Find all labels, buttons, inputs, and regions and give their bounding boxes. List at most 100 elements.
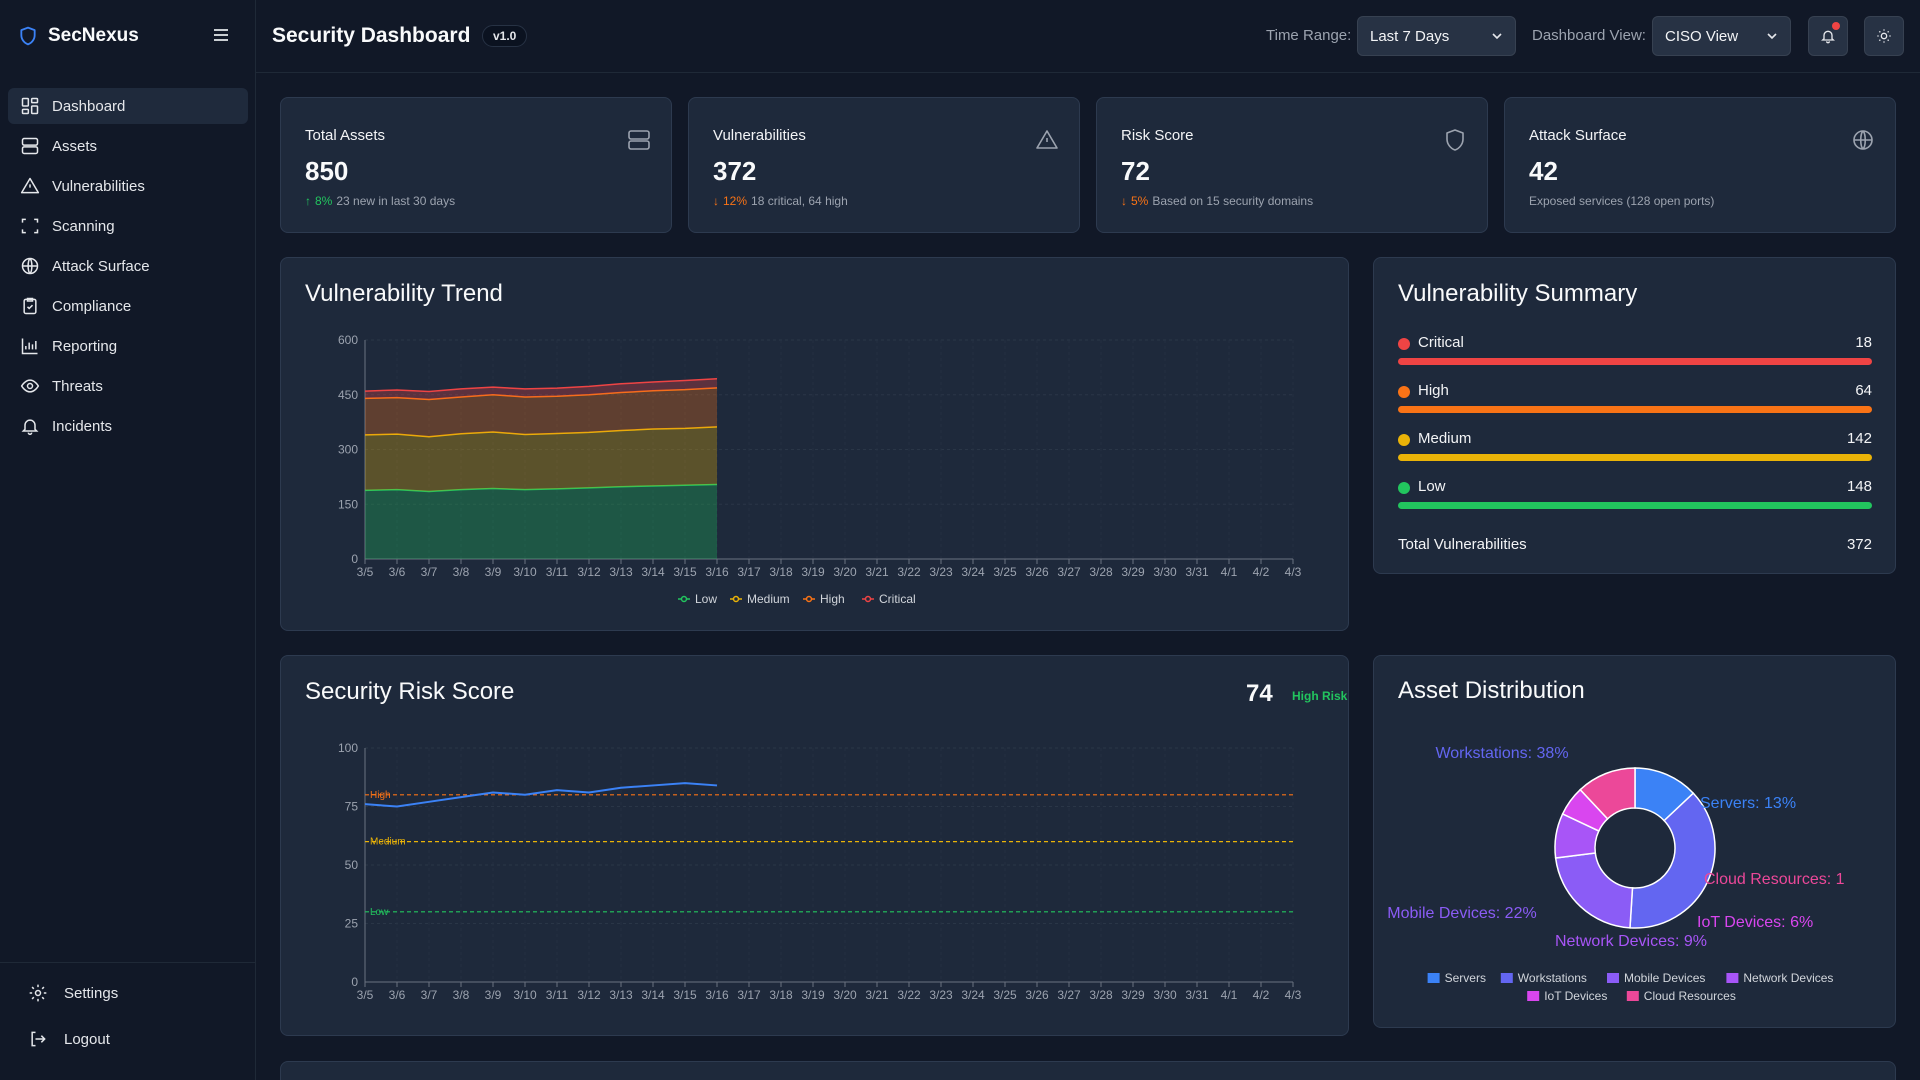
severity-count: 64	[1855, 382, 1872, 399]
x-tick-label: 4/3	[1285, 565, 1302, 579]
x-tick-label: 3/19	[801, 565, 825, 579]
card-title: Vulnerability Summary	[1398, 280, 1638, 307]
x-tick-label: 4/2	[1253, 988, 1270, 1002]
dashboard-view-select[interactable]: CISO View	[1652, 16, 1791, 56]
y-tick-label: 0	[351, 552, 358, 566]
arrow-down-icon: ↓	[713, 194, 719, 208]
arrow-down-icon: ↓	[1121, 194, 1127, 208]
asset-distribution-card: Asset Distribution Servers: 13% Workstati…	[1373, 655, 1896, 1028]
x-tick-label: 3/16	[705, 565, 729, 579]
sidebar-item-label: Threats	[52, 377, 103, 395]
legend-label: Mobile Devices	[1624, 971, 1705, 985]
sidebar-item-attack-surface[interactable]: Attack Surface	[8, 248, 248, 284]
stat-value: 372	[713, 156, 757, 186]
y-tick-label: 600	[338, 333, 358, 347]
x-tick-label: 3/25	[993, 565, 1017, 579]
notifications-button[interactable]	[1808, 16, 1848, 56]
slice-data-label: IoT Devices: 6%	[1697, 914, 1813, 931]
severity-dot	[1398, 482, 1410, 494]
stat-value: 850	[305, 156, 349, 186]
sidebar-item-assets[interactable]: Assets	[8, 128, 248, 164]
sidebar-item-label: Reporting	[52, 337, 118, 355]
x-tick-label: 3/16	[705, 988, 729, 1002]
severity-bar	[1398, 502, 1872, 509]
x-tick-label: 3/6	[389, 565, 406, 579]
stat-subtext: ↓ 12% 18 critical, 64 high	[713, 194, 848, 208]
sidebar-item-label: Attack Surface	[52, 257, 150, 275]
legend-marker-dot	[864, 595, 872, 603]
sidebar-item-threats[interactable]: Threats	[8, 368, 248, 404]
summary-row-low: Low 148	[1398, 476, 1872, 516]
risk-score-line	[364, 782, 718, 808]
logout-label: Logout	[64, 1030, 110, 1048]
card-title: Vulnerability Trend	[305, 280, 503, 307]
top-header: Security Dashboard v1.0 Time Range: Last…	[256, 0, 1920, 73]
settings-link[interactable]: Settings	[0, 977, 256, 1009]
legend-swatch	[1500, 973, 1513, 983]
chevron-down-icon	[1767, 33, 1777, 40]
scan-icon	[21, 218, 39, 234]
sidebar-item-reporting[interactable]: Reporting	[8, 328, 248, 364]
x-tick-label: 3/7	[421, 988, 438, 1002]
legend-marker-dot	[805, 595, 813, 603]
legend-label: Medium	[747, 592, 790, 606]
logout-link[interactable]: Logout	[0, 1023, 256, 1055]
sidebar-item-dashboard[interactable]: Dashboard	[8, 88, 248, 124]
x-tick-label: 3/8	[453, 988, 470, 1002]
y-tick-label: 100	[338, 741, 358, 755]
bell-icon	[1821, 30, 1835, 44]
series-line-low	[364, 483, 718, 493]
gear-icon	[29, 984, 47, 1002]
menu-toggle-button[interactable]	[210, 24, 232, 46]
x-tick-label: 3/6	[389, 988, 406, 1002]
x-tick-label: 3/15	[673, 565, 697, 579]
x-tick-label: 3/28	[1089, 988, 1113, 1002]
stat-value: 42	[1529, 156, 1558, 186]
card-title: Asset Distribution	[1398, 677, 1585, 704]
x-tick-label: 4/1	[1221, 988, 1238, 1002]
sidebar-item-label: Dashboard	[52, 97, 126, 115]
x-tick-label: 3/19	[801, 988, 825, 1002]
x-tick-label: 3/31	[1185, 988, 1209, 1002]
sidebar-item-vulnerabilities[interactable]: Vulnerabilities	[8, 168, 248, 204]
settings-label: Settings	[64, 984, 119, 1002]
sidebar-item-label: Assets	[52, 137, 98, 155]
sidebar-item-scanning[interactable]: Scanning	[8, 208, 248, 244]
x-tick-label: 3/26	[1025, 988, 1049, 1002]
time-range-select[interactable]: Last 7 Days	[1357, 16, 1516, 56]
sidebar-item-incidents[interactable]: Incidents	[8, 408, 248, 444]
dashboard-view-label: Dashboard View:	[1532, 27, 1646, 44]
clipboard-icon	[23, 297, 37, 315]
theme-toggle-button[interactable]	[1864, 16, 1904, 56]
x-tick-label: 3/20	[833, 988, 857, 1002]
bottom-card	[280, 1061, 1896, 1080]
x-tick-label: 3/18	[769, 988, 793, 1002]
threshold-label: Low	[370, 907, 389, 918]
dashboard-view-value: CISO View	[1665, 27, 1739, 45]
stat-subtext: Exposed services (128 open ports)	[1529, 194, 1714, 208]
y-tick-label: 0	[351, 975, 358, 989]
x-tick-label: 3/8	[453, 565, 470, 579]
sidebar: SecNexus Dashboard Assets Vulnerabilitie…	[0, 0, 256, 1080]
stat-trend: 5%	[1131, 194, 1149, 208]
brand[interactable]: SecNexus	[18, 22, 139, 50]
summary-total: Total Vulnerabilities 372	[1398, 536, 1872, 553]
server-icon	[21, 137, 39, 155]
x-tick-label: 3/17	[737, 565, 761, 579]
asset-distribution-chart: Servers: 13% Workstations: 38% Mobile Devi…	[1387, 745, 1844, 1003]
x-tick-label: 3/18	[769, 565, 793, 579]
legend-label: Cloud Resources	[1644, 989, 1736, 1003]
y-tick-label: 150	[338, 497, 358, 511]
severity-dot	[1398, 434, 1410, 446]
stat-value: 72	[1121, 156, 1150, 186]
total-label: Total Vulnerabilities	[1398, 536, 1527, 553]
pie-slice-mobile-devices	[1554, 852, 1634, 929]
stat-card-total-assets: Total Assets 850 ↑ 8% 23 new in last 30 …	[280, 97, 672, 233]
sun-icon	[1877, 29, 1891, 43]
severity-count: 18	[1855, 334, 1872, 351]
legend-swatch	[1607, 973, 1619, 983]
area-low	[365, 484, 717, 559]
x-tick-label: 4/2	[1253, 565, 1270, 579]
sidebar-item-compliance[interactable]: Compliance	[8, 288, 248, 324]
brand-name: SecNexus	[48, 25, 139, 46]
